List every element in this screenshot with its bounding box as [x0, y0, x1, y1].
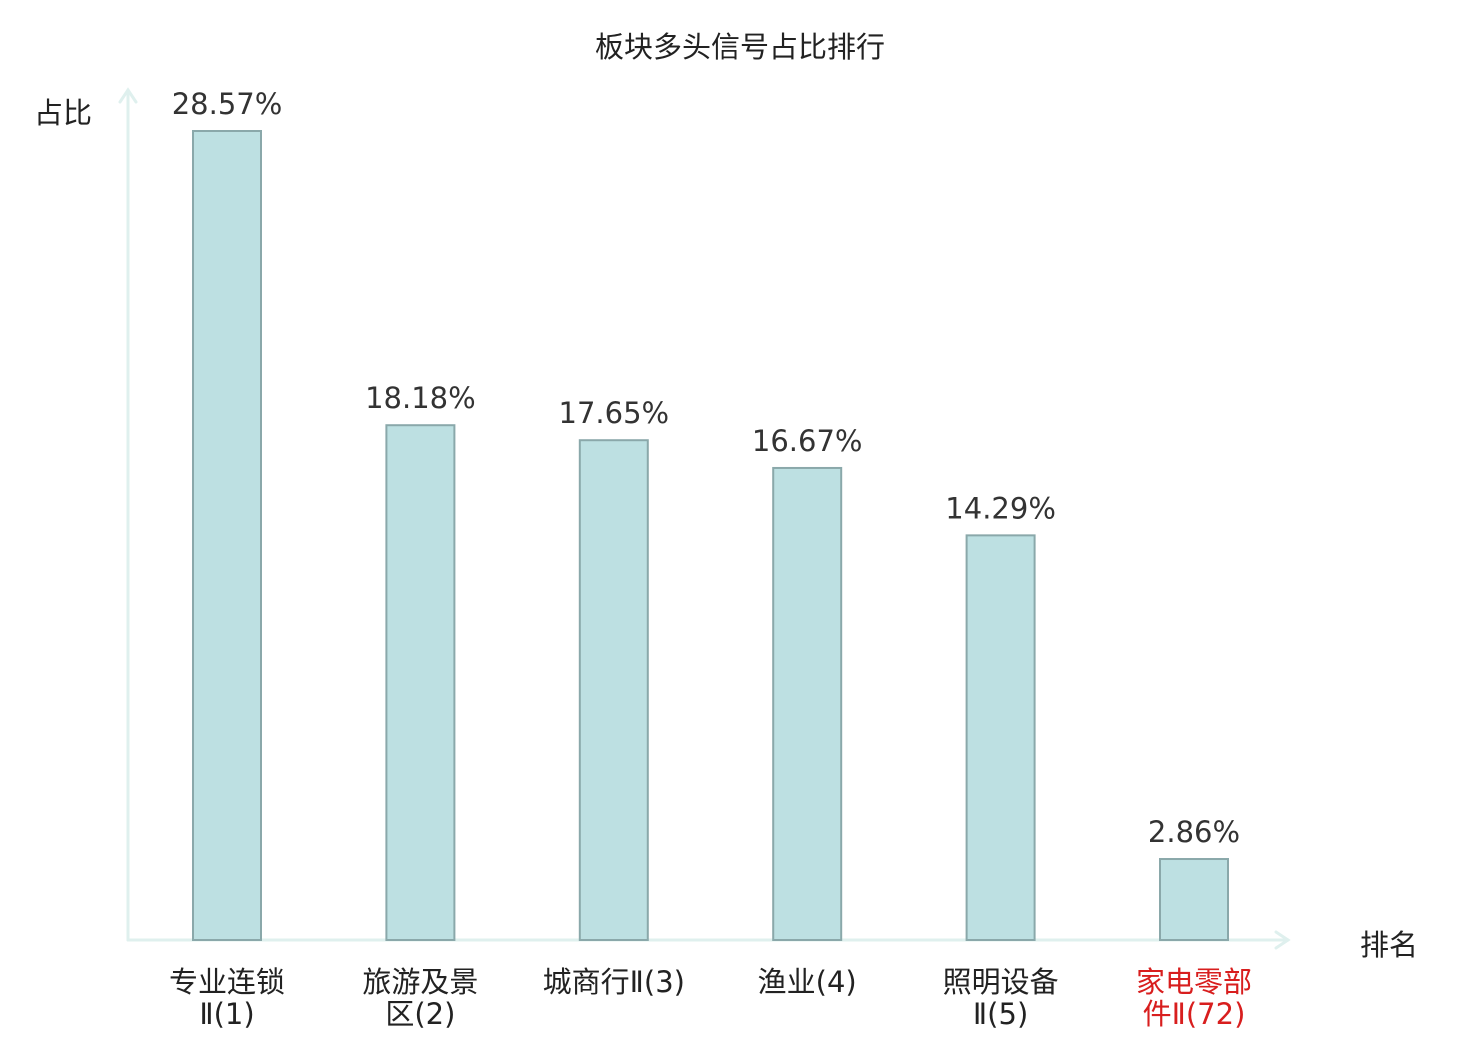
value-label-4: 16.67%: [752, 424, 863, 458]
category-label-1: 专业连锁 Ⅱ(1): [142, 966, 312, 1030]
value-label-3: 17.65%: [559, 396, 670, 430]
category-label-3: 城商行Ⅱ(3): [529, 966, 699, 998]
category-label-6: 家电零部 件Ⅱ(72): [1109, 966, 1279, 1030]
category-label-line2: Ⅱ(1): [199, 997, 255, 1031]
category-label-5: 照明设备 Ⅱ(5): [916, 966, 1086, 1030]
value-label-2: 18.18%: [365, 381, 476, 415]
category-label-line2: Ⅱ(5): [972, 997, 1029, 1031]
value-label-6: 2.86%: [1148, 815, 1240, 849]
value-label-5: 14.29%: [945, 491, 1056, 525]
bar-6: [1159, 858, 1229, 942]
axes: [118, 87, 1291, 950]
category-label-line1: 渔业(4): [757, 965, 857, 999]
category-label-line1: 照明设备: [942, 965, 1059, 999]
value-labels: 28.57% 18.18% 17.65% 16.67% 14.29% 2.86%: [172, 87, 1240, 849]
bar-2: [385, 424, 456, 941]
x-axis-arrow-icon: [1274, 930, 1291, 950]
bar-1: [192, 130, 262, 941]
y-axis-arrow-icon: [118, 87, 138, 104]
bar-3: [578, 439, 649, 941]
category-label-4: 渔业(4): [722, 966, 892, 998]
y-axis-label: 占比: [34, 96, 93, 130]
category-label-2: 旅游及景 区(2): [335, 966, 505, 1030]
category-label-line2: 区(2): [385, 997, 456, 1031]
bar-5: [965, 534, 1036, 941]
bars: [192, 130, 1229, 942]
value-label-1: 28.57%: [172, 87, 283, 121]
chart-title: 板块多头信号占比排行: [594, 30, 885, 64]
category-label-line2: 件Ⅱ(72): [1142, 997, 1246, 1031]
category-label-line1: 专业连锁: [168, 965, 285, 999]
category-label-line1: 家电零部: [1135, 965, 1252, 999]
category-label-line1: 城商行Ⅱ(3): [542, 965, 685, 999]
category-label-line1: 旅游及景: [362, 965, 479, 999]
x-axis-label: 排名: [1360, 928, 1419, 962]
bar-4: [772, 466, 843, 941]
